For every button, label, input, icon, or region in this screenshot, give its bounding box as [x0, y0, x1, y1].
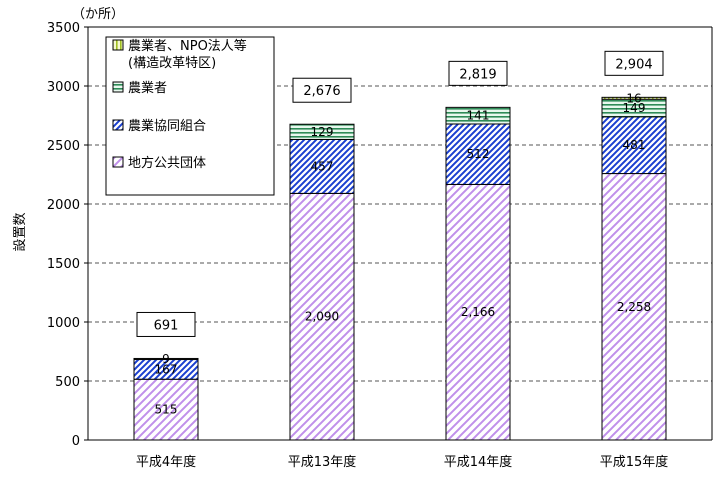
total-label-box — [448, 60, 508, 86]
legend-swatch — [112, 81, 124, 93]
total-label: 2,676 — [303, 84, 340, 99]
legend-label: 農業者 — [128, 80, 167, 96]
y-tick-label: 2000 — [47, 198, 80, 213]
bar-segment-label: 2,166 — [461, 305, 495, 319]
bar-segment-label: 129 — [311, 125, 334, 139]
bar-segment — [133, 357, 199, 361]
x-tick-label: 平成13年度 — [288, 454, 357, 470]
bar-segment-label: 149 — [623, 101, 646, 115]
legend-swatch — [112, 156, 124, 168]
y-tick-label: 2500 — [47, 139, 80, 154]
y-tick-label: 3500 — [47, 21, 80, 36]
y-tick-label: 3000 — [47, 80, 80, 95]
bar-segment-label: 457 — [311, 159, 334, 173]
bar-segment — [445, 183, 511, 441]
bar-segment — [601, 116, 667, 175]
bar-segment — [133, 378, 199, 441]
bar-segment-label: 141 — [467, 109, 490, 123]
y-axis: 0 500 1000 1500 2000 2500 3000 3500 — [47, 21, 713, 449]
bar-segment-label: 481 — [623, 138, 646, 152]
bar-segment — [601, 96, 667, 100]
bar-segment — [445, 106, 511, 125]
total-label: 2,904 — [615, 57, 652, 72]
bar-segment-label: 2,258 — [617, 300, 651, 314]
x-tick-label: 平成4年度 — [136, 454, 196, 470]
y-tick-label: 1500 — [47, 257, 80, 272]
y-axis-title: 設置数 — [12, 212, 28, 251]
legend-swatch — [112, 119, 124, 131]
legend-label: 地方公共団体 — [128, 155, 206, 171]
bar-segment-label: 2,090 — [305, 310, 339, 324]
y-tick-label: 500 — [55, 375, 80, 390]
total-label-box — [136, 311, 196, 337]
unit-note: （か所） — [72, 7, 124, 22]
x-tick-label: 平成15年度 — [600, 454, 669, 470]
total-label: 691 — [154, 318, 179, 333]
total-label-box — [292, 77, 352, 103]
bar-segment — [601, 173, 667, 441]
bar-segment-label: 515 — [155, 403, 178, 417]
legend-label-line2: (構造改革特区) — [128, 56, 216, 71]
x-axis: 平成4年度 平成13年度 平成14年度 平成15年度 — [88, 439, 712, 470]
legend-swatch — [112, 39, 124, 51]
x-tick-label: 平成14年度 — [444, 454, 513, 470]
y-tick-label: 0 — [72, 434, 80, 449]
bar-segment — [289, 123, 355, 140]
bar-segment-label: 167 — [155, 362, 178, 376]
bar-segment-label: 16 — [626, 91, 641, 105]
legend-box — [105, 36, 275, 196]
legend-label: 農業協同組合 — [128, 118, 206, 134]
bar-segment-label: 9 — [162, 352, 170, 366]
y-tick-label: 1000 — [47, 316, 80, 331]
legend-label: 農業者、NPO法人等 — [128, 38, 247, 54]
total-label: 2,819 — [459, 67, 496, 82]
bar-segment-label: 512 — [467, 147, 490, 161]
bar-segment — [445, 123, 511, 185]
total-label-box — [604, 50, 664, 76]
